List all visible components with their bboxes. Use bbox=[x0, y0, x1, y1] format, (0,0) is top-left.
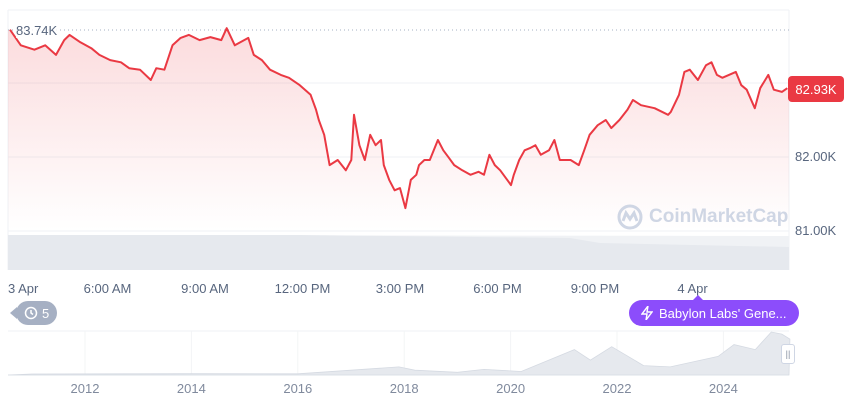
x-tick-label: 3:00 PM bbox=[375, 281, 425, 296]
price-area-fill bbox=[8, 28, 789, 231]
event-label: Babylon Labs' Gene... bbox=[659, 305, 787, 321]
navigator-area bbox=[7, 331, 791, 376]
navigator-year-label: 2020 bbox=[496, 381, 526, 396]
lightning-icon bbox=[641, 306, 653, 320]
x-tick-label: 6:00 PM bbox=[473, 281, 522, 296]
coinmarketcap-watermark: CoinMarketCap bbox=[617, 204, 788, 230]
navigator-year-label: 2024 bbox=[708, 381, 738, 396]
watermark-text: CoinMarketCap bbox=[649, 206, 789, 227]
x-tick-label: 9:00 PM bbox=[570, 281, 620, 296]
x-tick-label: 12:00 PM bbox=[274, 281, 331, 296]
x-tick-label: 4 Apr bbox=[677, 281, 708, 296]
history-count: 5 bbox=[42, 305, 50, 321]
history-badge[interactable]: 5 bbox=[9, 301, 58, 325]
x-tick-label: 9:00 AM bbox=[181, 281, 229, 296]
y-tick-label: 82.00K bbox=[795, 149, 837, 164]
current-price-badge: 82.93K bbox=[788, 76, 844, 102]
navigator-handle[interactable]: || bbox=[781, 344, 795, 364]
event-badge[interactable]: Babylon Labs' Gene... bbox=[629, 295, 799, 326]
navigator-year-label: 2012 bbox=[70, 381, 100, 396]
y-tick-label: 81.00K bbox=[795, 223, 837, 238]
volume-bars bbox=[8, 235, 789, 270]
history-icon bbox=[24, 306, 38, 320]
x-tick-label: 6:00 AM bbox=[83, 281, 132, 296]
navigator-year-label: 2016 bbox=[283, 381, 313, 396]
navigator-year-label: 2014 bbox=[176, 381, 206, 396]
navigator-year-label: 2022 bbox=[602, 381, 632, 396]
navigator-year-label: 2018 bbox=[389, 381, 419, 396]
x-tick-label: 3 Apr bbox=[8, 281, 39, 296]
max-price-label: 83.74K bbox=[16, 23, 58, 38]
coinmarketcap-logo-icon bbox=[617, 204, 643, 230]
